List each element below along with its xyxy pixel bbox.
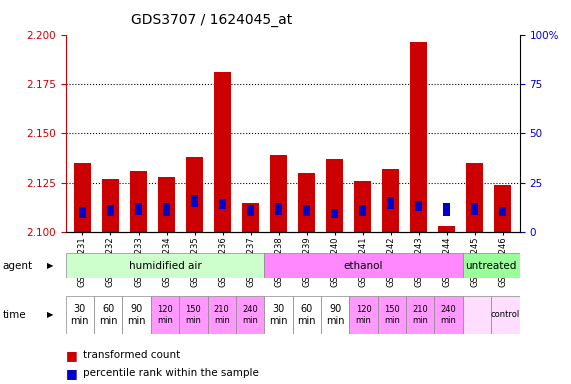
- Bar: [326, 159, 343, 232]
- Bar: [66, 253, 264, 278]
- Bar: [163, 203, 170, 217]
- Text: untreated: untreated: [465, 261, 517, 271]
- Text: ethanol: ethanol: [344, 261, 383, 271]
- Text: humidified air: humidified air: [128, 261, 202, 271]
- Bar: [383, 169, 399, 232]
- Bar: [471, 203, 478, 215]
- Bar: [264, 296, 292, 334]
- Bar: [491, 296, 520, 334]
- Bar: [94, 296, 122, 334]
- Text: ▶: ▶: [47, 261, 53, 270]
- Bar: [298, 173, 315, 232]
- Text: 30
min: 30 min: [71, 304, 89, 326]
- Bar: [219, 199, 226, 209]
- Bar: [443, 203, 451, 217]
- Bar: [247, 205, 254, 217]
- Text: ▶: ▶: [47, 310, 53, 319]
- Bar: [242, 203, 259, 232]
- Bar: [435, 296, 463, 334]
- Bar: [359, 205, 366, 217]
- Bar: [214, 72, 231, 232]
- Bar: [439, 227, 455, 232]
- Bar: [122, 296, 151, 334]
- Bar: [292, 296, 321, 334]
- Bar: [494, 185, 511, 232]
- Text: ■: ■: [66, 367, 78, 380]
- Bar: [158, 177, 175, 232]
- Bar: [74, 163, 91, 232]
- Text: 150
min: 150 min: [186, 305, 201, 324]
- Bar: [107, 205, 114, 217]
- Bar: [207, 296, 236, 334]
- Bar: [130, 171, 147, 232]
- Text: 210
min: 210 min: [214, 305, 230, 324]
- Text: 240
min: 240 min: [242, 305, 258, 324]
- Text: percentile rank within the sample: percentile rank within the sample: [83, 368, 259, 378]
- Text: ■: ■: [66, 349, 78, 362]
- Bar: [415, 201, 422, 210]
- Bar: [151, 296, 179, 334]
- Text: 60
min: 60 min: [99, 304, 118, 326]
- Bar: [463, 296, 491, 334]
- Text: 60
min: 60 min: [297, 304, 316, 326]
- Bar: [66, 296, 94, 334]
- Bar: [186, 157, 203, 232]
- Bar: [264, 253, 463, 278]
- Text: transformed count: transformed count: [83, 350, 180, 360]
- Bar: [191, 195, 198, 207]
- Bar: [349, 296, 378, 334]
- Text: 90
min: 90 min: [127, 304, 146, 326]
- Text: 240
min: 240 min: [441, 305, 457, 324]
- Bar: [275, 203, 282, 215]
- Text: 210
min: 210 min: [412, 305, 428, 324]
- Bar: [387, 197, 394, 209]
- Bar: [378, 296, 406, 334]
- Bar: [467, 163, 483, 232]
- Bar: [499, 207, 506, 217]
- Bar: [236, 296, 264, 334]
- Bar: [102, 179, 119, 232]
- Bar: [331, 209, 338, 218]
- Bar: [463, 253, 520, 278]
- Text: 120
min: 120 min: [157, 305, 173, 324]
- Bar: [135, 203, 142, 215]
- Text: 150
min: 150 min: [384, 305, 400, 324]
- Text: 90
min: 90 min: [326, 304, 344, 326]
- Bar: [179, 296, 207, 334]
- Text: agent: agent: [3, 261, 33, 271]
- Text: GDS3707 / 1624045_at: GDS3707 / 1624045_at: [131, 13, 292, 27]
- Text: 120
min: 120 min: [356, 305, 372, 324]
- Bar: [79, 207, 86, 218]
- Bar: [321, 296, 349, 334]
- Bar: [354, 181, 371, 232]
- Bar: [303, 205, 310, 217]
- Text: 30
min: 30 min: [269, 304, 288, 326]
- Bar: [270, 155, 287, 232]
- Text: time: time: [3, 310, 26, 320]
- Bar: [406, 296, 435, 334]
- Text: control: control: [491, 310, 520, 319]
- Bar: [411, 43, 427, 232]
